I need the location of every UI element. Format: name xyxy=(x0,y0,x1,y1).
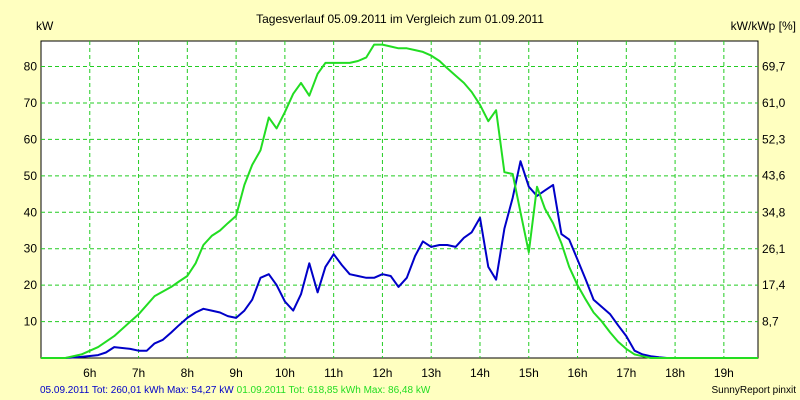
x-tick-label: 18h xyxy=(665,366,685,380)
series-lines xyxy=(41,43,758,359)
y-right-tick-label: 26,1 xyxy=(762,242,786,256)
grid xyxy=(41,41,758,358)
y-right-tick-label: 61,0 xyxy=(762,96,786,110)
x-tick-label: 9h xyxy=(229,366,242,380)
y-left-tick-label: 50 xyxy=(24,169,38,183)
plot-area xyxy=(40,40,759,359)
x-axis-ticks: 6h 7h 8h 9h 10h 11h 12h 13h 14h 15h 16h 17h 18h 19h xyxy=(83,366,734,380)
y-left-tick-label: 10 xyxy=(24,315,38,329)
y-axis-left-unit: kW xyxy=(36,19,54,33)
x-tick-label: 10h xyxy=(275,366,295,380)
x-tick-label: 12h xyxy=(372,366,392,380)
x-tick-label: 19h xyxy=(714,366,734,380)
y-right-tick-label: 8,7 xyxy=(762,315,779,329)
y-right-tick-label: 43,6 xyxy=(762,169,786,183)
y-left-tick-label: 80 xyxy=(24,60,38,74)
footer-credit: SunnyReport pinxit xyxy=(712,385,797,396)
x-tick-label: 11h xyxy=(324,366,343,380)
y-axis-left-ticks: 10 20 30 40 50 60 70 80 xyxy=(24,60,38,329)
y-left-tick-label: 40 xyxy=(24,205,38,219)
y-right-tick-label: 52,3 xyxy=(762,132,786,146)
x-tick-label: 17h xyxy=(616,366,636,380)
x-tick-label: 14h xyxy=(470,366,490,380)
footer-green-stats: 01.09.2011 Tot: 618,85 kWh Max: 86,48 kW xyxy=(237,385,431,396)
x-tick-label: 6h xyxy=(83,366,96,380)
footer-stats: 05.09.2011 Tot: 260,01 kWh Max: 54,27 kW… xyxy=(40,385,431,396)
y-left-tick-label: 60 xyxy=(24,132,38,146)
footer-blue-stats: 05.09.2011 Tot: 260,01 kWh Max: 54,27 kW xyxy=(40,385,234,396)
y-left-tick-label: 70 xyxy=(24,96,38,110)
series-line-05.09.2011 xyxy=(41,160,758,359)
y-axis-right-unit: kW/kWp [%] xyxy=(731,19,796,33)
x-tick-label: 16h xyxy=(568,366,588,380)
y-left-tick-label: 30 xyxy=(24,242,38,256)
y-left-tick-label: 20 xyxy=(24,278,38,292)
x-tick-label: 13h xyxy=(421,366,441,380)
y-right-tick-label: 17,4 xyxy=(762,278,786,292)
series-line-01.09.2011 xyxy=(41,43,758,359)
y-right-tick-label: 69,7 xyxy=(762,60,786,74)
x-tick-label: 15h xyxy=(519,366,539,380)
chart-title: Tagesverlauf 05.09.2011 im Vergleich zum… xyxy=(256,12,544,26)
y-axis-right-ticks: 8,7 17,4 26,1 34,8 43,6 52,3 61,0 69,7 xyxy=(762,60,786,329)
x-tick-label: 8h xyxy=(181,366,194,380)
x-tick-label: 7h xyxy=(132,366,145,380)
y-right-tick-label: 34,8 xyxy=(762,205,786,219)
